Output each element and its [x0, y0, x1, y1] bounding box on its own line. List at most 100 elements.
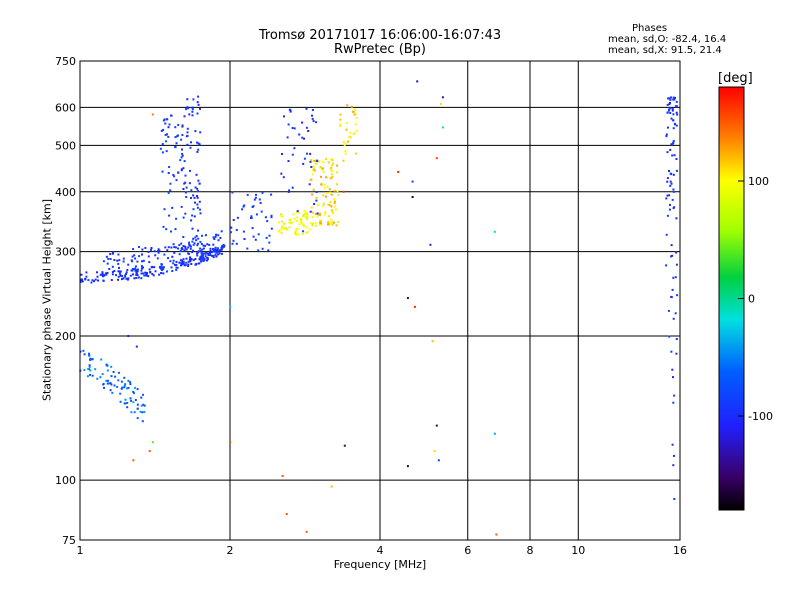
data-point: [313, 169, 316, 172]
data-point: [170, 246, 173, 249]
data-point: [304, 216, 307, 218]
data-point: [178, 261, 181, 264]
data-point: [181, 247, 184, 249]
data-point: [200, 260, 203, 263]
y-tick-label: 75: [62, 534, 76, 547]
data-point: [231, 242, 234, 245]
data-point: [313, 203, 316, 205]
data-point: [134, 257, 137, 260]
data-point: [109, 382, 112, 385]
data-point: [168, 123, 171, 126]
data-point: [433, 450, 436, 453]
data-point: [191, 108, 194, 111]
data-point: [306, 152, 308, 155]
data-point: [88, 364, 91, 367]
data-point: [169, 260, 172, 263]
data-point: [254, 196, 257, 199]
data-point: [231, 191, 234, 194]
data-point: [303, 213, 306, 216]
data-point: [268, 241, 271, 244]
data-point: [323, 184, 326, 186]
data-point: [318, 219, 321, 222]
data-point: [181, 154, 184, 157]
data-point: [138, 246, 140, 248]
data-point: [109, 253, 112, 256]
data-point: [354, 108, 357, 111]
data-point: [265, 236, 268, 239]
data-point: [89, 358, 92, 361]
data-point: [334, 208, 337, 211]
data-point: [326, 192, 329, 194]
data-point: [195, 235, 198, 237]
data-point: [117, 278, 119, 281]
data-point: [130, 399, 133, 402]
data-point: [347, 140, 350, 143]
data-point: [674, 123, 676, 126]
data-point: [175, 217, 178, 220]
data-point: [672, 98, 675, 101]
data-point: [305, 530, 308, 533]
data-point: [241, 208, 244, 211]
data-point: [293, 217, 296, 220]
data-point: [196, 206, 199, 209]
data-point: [204, 251, 207, 254]
data-point: [675, 158, 678, 160]
data-point: [668, 170, 670, 172]
data-point: [250, 217, 253, 219]
data-point: [321, 167, 324, 170]
data-point: [330, 173, 333, 175]
data-point: [671, 198, 674, 201]
colorbar-tick-label: 0: [748, 293, 755, 306]
data-point: [106, 262, 109, 265]
data-point: [336, 190, 339, 192]
data-point: [84, 278, 87, 281]
data-point: [236, 216, 239, 219]
data-point: [348, 135, 350, 138]
data-point: [194, 236, 197, 239]
data-point: [167, 172, 170, 174]
data-point: [143, 274, 146, 277]
data-point: [671, 108, 674, 111]
data-point: [139, 410, 142, 413]
data-point: [196, 112, 199, 115]
data-point: [160, 129, 163, 132]
data-point: [260, 210, 263, 213]
data-point: [194, 258, 197, 260]
data-points: [79, 80, 679, 536]
data-point: [159, 147, 162, 150]
data-point: [672, 113, 675, 116]
data-point: [117, 379, 120, 382]
data-point: [187, 265, 190, 267]
data-point: [669, 180, 672, 183]
data-point: [296, 216, 299, 219]
data-point: [283, 222, 286, 225]
data-point: [140, 269, 143, 272]
chart-title: Tromsø 20171017 16:06:00-16:07:43: [258, 28, 502, 43]
data-point: [344, 150, 347, 153]
data-point: [270, 227, 273, 230]
data-point: [232, 219, 235, 221]
data-point: [141, 267, 143, 270]
data-point: [669, 101, 671, 104]
data-point: [199, 212, 202, 215]
data-point: [330, 205, 333, 208]
data-point: [136, 269, 138, 272]
data-point: [278, 229, 281, 232]
data-point: [192, 194, 195, 197]
data-point: [108, 268, 111, 270]
data-point: [132, 401, 135, 404]
data-point: [135, 277, 138, 279]
data-point: [130, 411, 133, 414]
data-point: [295, 233, 298, 236]
data-point: [175, 266, 178, 269]
data-point: [437, 459, 440, 462]
data-point: [149, 271, 152, 273]
data-point: [319, 224, 322, 226]
data-point: [124, 402, 127, 405]
data-point: [342, 190, 345, 193]
data-point: [431, 340, 434, 343]
data-point: [353, 132, 356, 135]
data-point: [305, 211, 308, 214]
data-point: [339, 113, 342, 116]
data-point: [669, 98, 672, 101]
